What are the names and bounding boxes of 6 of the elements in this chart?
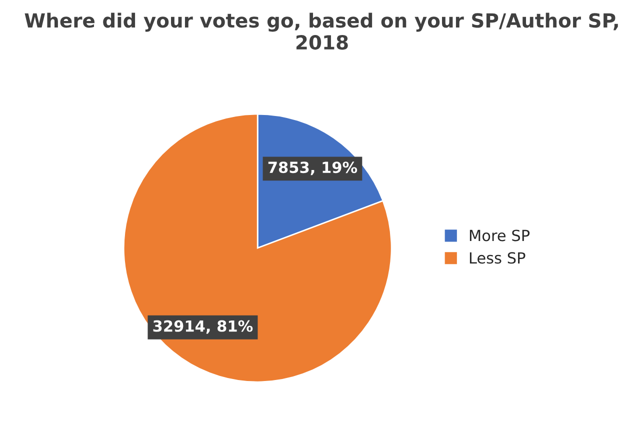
- pie-slice: [122, 113, 392, 383]
- data-label: 7853, 19%: [268, 162, 358, 176]
- chart-title: Where did your votes go, based on your SP/Author SP, 2018: [24, 12, 618, 50]
- data-label: 32914, 81%: [153, 320, 253, 334]
- legend-label: Less SP: [470, 252, 526, 264]
- legend-label: More SP: [470, 230, 530, 242]
